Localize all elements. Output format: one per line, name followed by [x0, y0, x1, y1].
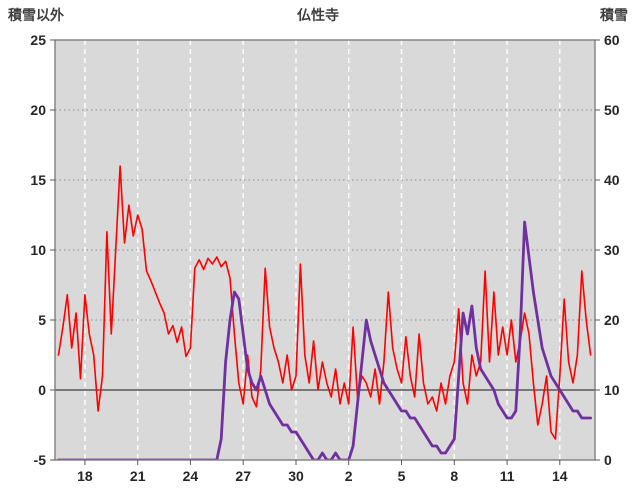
right-tick-label: 30: [604, 242, 620, 258]
x-tick-label: 5: [398, 468, 406, 484]
x-tick-label: 11: [500, 468, 515, 484]
chart-title: 仏性寺: [297, 7, 339, 23]
x-tick-label: 8: [450, 468, 458, 484]
x-tick-label: 30: [288, 468, 304, 484]
left-tick-label: 15: [30, 172, 46, 188]
left-tick-label: 5: [38, 312, 46, 328]
right-tick-label: 50: [604, 102, 620, 118]
right-axis-title: 積雪: [600, 7, 628, 23]
left-tick-label: 20: [30, 102, 46, 118]
x-tick-label: 21: [130, 468, 146, 484]
right-tick-label: 60: [604, 32, 620, 48]
left-tick-label: 0: [38, 382, 46, 398]
x-tick-label: 18: [77, 468, 93, 484]
left-tick-label: 10: [30, 242, 46, 258]
x-tick-label: 2: [345, 468, 353, 484]
left-axis-title: 積雪以外: [8, 7, 64, 23]
left-tick-label: -5: [34, 452, 47, 468]
right-tick-label: 0: [604, 452, 612, 468]
right-tick-label: 10: [604, 382, 620, 398]
right-tick-label: 40: [604, 172, 620, 188]
x-tick-label: 14: [552, 468, 568, 484]
x-tick-label: 24: [183, 468, 199, 484]
x-tick-label: 27: [235, 468, 251, 484]
snow-depth-line: [57, 220, 592, 460]
right-tick-label: 20: [604, 312, 620, 328]
left-tick-label: 25: [30, 32, 46, 48]
temperature-line: [57, 165, 592, 440]
